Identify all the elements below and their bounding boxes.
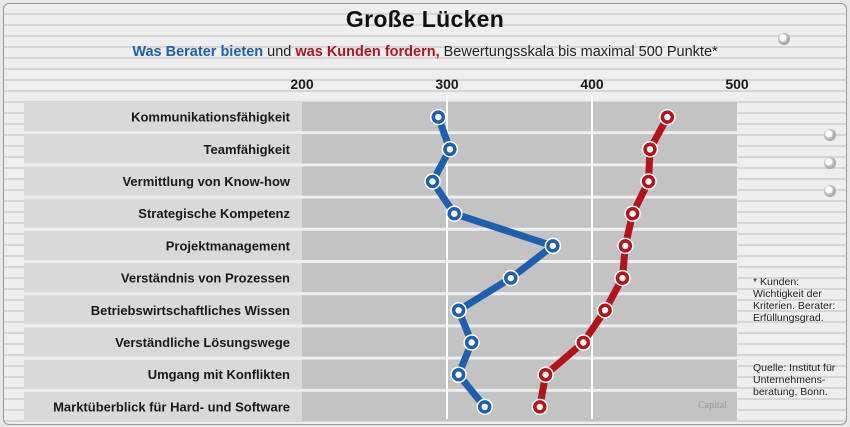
plot-band xyxy=(302,166,737,196)
category-band xyxy=(24,263,302,293)
data-point-berater xyxy=(430,108,447,126)
x-tick-label: 200 xyxy=(290,76,314,92)
subtitle-berater: Was Berater bieten xyxy=(132,44,264,60)
plot-band xyxy=(302,327,737,357)
decorative-knob xyxy=(824,157,836,169)
chart-title: Große Lücken xyxy=(345,6,505,32)
plot-band xyxy=(302,198,737,228)
data-point-kunden xyxy=(641,141,659,158)
category-band xyxy=(24,391,302,421)
category-label: Marktüberblick für Hard- und Software xyxy=(53,399,290,414)
category-label: Projektmanagement xyxy=(166,238,291,253)
category-label: Vermittlung von Know-how xyxy=(122,174,290,189)
category-band xyxy=(24,166,302,196)
data-point-berater xyxy=(424,173,441,190)
plot-band xyxy=(302,391,737,421)
series-line-kunden xyxy=(536,113,671,411)
category-band xyxy=(24,295,302,325)
category-band xyxy=(24,198,302,228)
brand-mark: Capital xyxy=(698,400,727,411)
data-point-berater xyxy=(476,398,493,416)
category-band xyxy=(24,134,302,164)
data-point-kunden xyxy=(537,366,554,383)
series-line-berater xyxy=(429,113,557,411)
category-label: Verständliche Lösungswege xyxy=(115,335,290,350)
decorative-knob xyxy=(778,33,790,45)
data-point-kunden xyxy=(617,237,634,255)
footnote: * Kunden: Wichtigkeit der Kriterien. Ber… xyxy=(753,276,836,324)
data-point-kunden xyxy=(575,334,592,351)
plot-band xyxy=(302,295,737,325)
category-label: Strategische Kompetenz xyxy=(138,206,290,221)
x-tick-label: 500 xyxy=(725,76,749,92)
data-point-berater xyxy=(544,237,562,255)
decorative-knob xyxy=(824,129,836,141)
decorative-knob xyxy=(824,185,836,197)
data-point-berater xyxy=(502,269,520,287)
subtitle-scale: Bewertungsskala bis maximal 500 Punkte* xyxy=(439,44,718,60)
subtitle-kunden: was Kunden fordern, xyxy=(295,44,440,60)
category-label: Umgang mit Konflikten xyxy=(148,367,290,382)
data-point-kunden xyxy=(531,398,549,416)
category-band xyxy=(24,102,302,132)
category-label: Kommunikationsfähigkeit xyxy=(131,110,291,125)
plot-band xyxy=(302,359,737,389)
data-point-berater xyxy=(450,302,467,319)
category-label: Betriebswirtschaftliches Wissen xyxy=(91,303,290,318)
category-label: Teamfähigkeit xyxy=(204,142,291,157)
data-point-berater xyxy=(441,141,459,158)
data-point-berater xyxy=(450,366,467,383)
data-point-kunden xyxy=(596,302,614,319)
plot-band xyxy=(302,134,737,164)
data-point-kunden xyxy=(659,108,676,126)
data-point-kunden xyxy=(614,269,631,287)
data-point-kunden xyxy=(624,205,641,222)
source-note: Quelle: Institut für Unternehmens-beratu… xyxy=(753,362,836,398)
x-tick-label: 400 xyxy=(580,76,604,92)
data-point-berater xyxy=(463,334,480,351)
category-band xyxy=(24,230,302,260)
data-point-kunden xyxy=(640,173,657,190)
category-label: Verständnis von Prozessen xyxy=(121,271,290,286)
x-tick-label: 300 xyxy=(435,76,459,92)
category-band xyxy=(24,359,302,389)
chart-subtitle: Was Berater bieten und was Kunden forder… xyxy=(0,44,850,60)
category-band xyxy=(24,327,302,357)
data-point-berater xyxy=(446,205,463,222)
subtitle-connector: und xyxy=(263,44,296,60)
